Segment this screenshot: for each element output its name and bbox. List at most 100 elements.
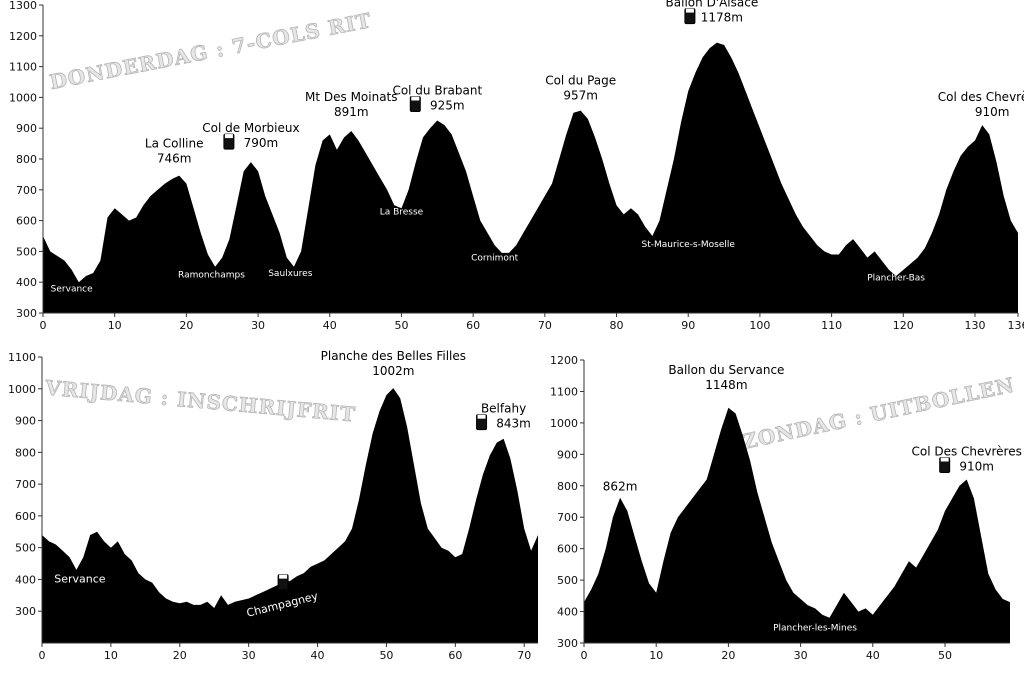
place-label: St-Maurice-s-Moselle xyxy=(642,240,736,250)
y-tick-label: 1100 xyxy=(9,61,37,74)
x-tick-label: 20 xyxy=(721,649,735,662)
x-tick-label: 20 xyxy=(173,649,187,662)
peak-name: La Colline xyxy=(145,137,204,151)
x-tick-label: 50 xyxy=(938,649,952,662)
beer-glass-icon xyxy=(939,456,951,473)
beer-glass-icon xyxy=(223,133,235,150)
y-tick-label: 400 xyxy=(557,606,578,619)
peak-name: Belfahy xyxy=(481,402,526,416)
peak-name: Col du Brabant xyxy=(392,84,482,98)
x-tick-label: 10 xyxy=(649,649,663,662)
place-label: Servance xyxy=(54,573,106,586)
x-tick-label: 70 xyxy=(538,319,552,332)
peak-elevation: 746m xyxy=(157,152,192,166)
x-tick-label: 60 xyxy=(466,319,480,332)
beer-glass-icon xyxy=(684,8,696,25)
y-tick-label: 800 xyxy=(16,153,37,166)
chart-panel-2: VRIJDAG : INSCHRIJFRIT300400500600700800… xyxy=(8,349,538,662)
x-tick-label: 0 xyxy=(40,319,47,332)
place-label: Ramonchamps xyxy=(178,271,245,281)
x-tick-label: 130 xyxy=(964,319,985,332)
peak-elevation: 910m xyxy=(975,105,1010,119)
peak-elevation: 1178m xyxy=(701,11,743,25)
x-tick-label: 90 xyxy=(681,319,695,332)
y-tick-label: 1200 xyxy=(9,30,37,43)
elevation-area xyxy=(42,388,538,643)
peak-elevation: 1148m xyxy=(705,378,747,392)
place-label: Plancher-Bas xyxy=(867,274,925,284)
y-tick-label: 1000 xyxy=(8,383,36,396)
peak-elevation: 1002m xyxy=(372,364,414,378)
beer-glass-icon xyxy=(476,414,488,431)
peak-name: Planche des Belles Filles xyxy=(321,349,466,363)
y-tick-label: 500 xyxy=(557,574,578,587)
place-label: La Bresse xyxy=(380,207,424,217)
peak-name: Mt Des Moinats xyxy=(305,90,398,104)
x-tick-label: 50 xyxy=(379,649,393,662)
y-tick-label: 1100 xyxy=(550,385,578,398)
x-tick-label: 30 xyxy=(242,649,256,662)
x-tick-label: 0 xyxy=(39,649,46,662)
y-tick-label: 600 xyxy=(16,215,37,228)
x-tick-label: 136 xyxy=(1008,319,1024,332)
elevation-area xyxy=(584,407,1010,643)
peak-name: Col de Morbieux xyxy=(202,121,299,135)
place-label: Cornimont xyxy=(471,254,519,264)
place-label: Plancher-les-Mines xyxy=(773,623,857,633)
y-tick-label: 400 xyxy=(16,276,37,289)
y-tick-label: 500 xyxy=(16,245,37,258)
x-tick-label: 30 xyxy=(794,649,808,662)
y-tick-label: 500 xyxy=(15,542,36,555)
x-tick-label: 40 xyxy=(866,649,880,662)
y-tick-label: 1000 xyxy=(550,417,578,430)
y-tick-label: 900 xyxy=(16,122,37,135)
y-tick-label: 900 xyxy=(15,415,36,428)
elevation-area xyxy=(43,42,1018,313)
y-tick-label: 400 xyxy=(15,573,36,586)
peak-name: Col Des Chevrères xyxy=(911,444,1021,458)
peak-name: Col du Page xyxy=(545,74,616,88)
peak-name: Ballon D'Alsace xyxy=(666,0,759,10)
y-tick-label: 600 xyxy=(557,543,578,556)
place-label: Saulxures xyxy=(268,269,313,279)
place-label: Servance xyxy=(51,284,93,294)
x-tick-label: 40 xyxy=(311,649,325,662)
beer-glass-icon xyxy=(409,96,421,112)
x-tick-label: 80 xyxy=(610,319,624,332)
y-tick-label: 700 xyxy=(15,478,36,491)
x-tick-label: 20 xyxy=(179,319,193,332)
x-tick-label: 10 xyxy=(108,319,122,332)
peak-elevation: 925m xyxy=(430,99,465,113)
y-tick-label: 600 xyxy=(15,510,36,523)
y-tick-label: 800 xyxy=(557,480,578,493)
x-tick-label: 100 xyxy=(749,319,770,332)
y-tick-label: 700 xyxy=(16,184,37,197)
x-tick-label: 10 xyxy=(104,649,118,662)
beer-glass-icon xyxy=(277,574,289,591)
x-tick-label: 0 xyxy=(581,649,588,662)
y-tick-label: 1200 xyxy=(550,354,578,367)
x-tick-label: 70 xyxy=(517,649,531,662)
peak-elevation: 910m xyxy=(959,459,994,473)
peak-name: Ballon du Servance xyxy=(668,363,784,377)
y-tick-label: 700 xyxy=(557,511,578,524)
y-tick-label: 900 xyxy=(557,448,578,461)
peak-annotation: 862m xyxy=(603,480,638,494)
x-tick-label: 110 xyxy=(821,319,842,332)
x-tick-label: 60 xyxy=(448,649,462,662)
peak-name: Col des Chevrères xyxy=(938,90,1024,104)
peak-elevation: 957m xyxy=(563,89,598,103)
chart-panel-3: ZONDAG : UITBOLLEN3004005006007008009001… xyxy=(550,354,1022,662)
y-tick-label: 300 xyxy=(557,637,578,650)
peak-elevation: 891m xyxy=(334,105,369,119)
y-tick-label: 1300 xyxy=(9,0,37,12)
